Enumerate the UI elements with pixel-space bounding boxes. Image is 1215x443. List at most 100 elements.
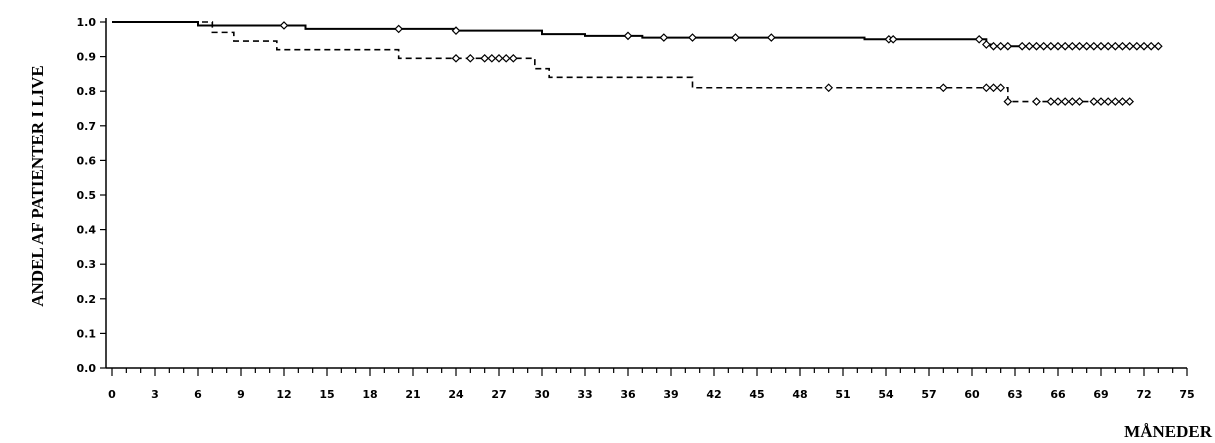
series-2-censor-mark (989, 83, 998, 93)
y-tick-label: 0.0 (77, 362, 97, 375)
series-1-censor-mark (279, 21, 289, 30)
series-2-censor-mark (938, 83, 948, 93)
series-1-censor-mark (1103, 41, 1113, 51)
series-1-censor-mark (1139, 41, 1149, 51)
series-2-censor-mark (501, 53, 511, 63)
series-2-censor-mark (1032, 97, 1041, 106)
series-2-censor-mark (996, 83, 1006, 93)
series-2-censor-mark (480, 53, 490, 63)
series-2-censor-mark (1110, 97, 1120, 106)
series-1-censor-mark (1046, 41, 1056, 51)
series-1-censor-mark (981, 40, 991, 49)
series-2-censor-mark (1118, 97, 1127, 106)
series-1-censor-mark (1146, 41, 1156, 51)
x-tick-label: 51 (835, 388, 850, 401)
series-2-censor-mark (451, 53, 461, 63)
x-tick-label: 36 (620, 388, 636, 401)
series-2-censor-mark (981, 83, 991, 93)
series-2-censor-mark (1046, 97, 1056, 106)
y-tick-label: 0.3 (77, 258, 97, 271)
series-1-censor-mark (1096, 41, 1106, 51)
series-1-censor-mark (1032, 41, 1041, 51)
x-tick-label: 45 (749, 388, 764, 401)
series-1-censor-mark (1118, 41, 1127, 51)
series-1-censor-mark (1053, 41, 1063, 51)
x-tick-label: 69 (1093, 388, 1108, 401)
series-1-censor-mark (659, 33, 669, 42)
x-tick-label: 72 (1136, 388, 1151, 401)
series-2-censor-mark (1060, 97, 1070, 106)
series-2-censor-mark (1103, 97, 1113, 106)
x-tick-label: 66 (1050, 388, 1066, 401)
x-tick-label: 57 (921, 388, 936, 401)
y-tick-label: 0.8 (77, 85, 97, 98)
x-tick-label: 42 (706, 388, 721, 401)
series-2-censor-mark (1125, 97, 1135, 106)
x-axis: 0 3 6 9 12 15 18 21 24 27 30 33 36 39 42 45 48 51 54 57 60 63… (106, 367, 1195, 401)
series-1-line (112, 21, 1159, 48)
x-tick-label: 63 (1007, 388, 1022, 401)
x-tick-label: 60 (964, 388, 980, 401)
x-tick-label: 27 (491, 388, 506, 401)
y-tick-label: 0.2 (77, 293, 97, 306)
series-2-censor-mark (508, 53, 518, 63)
series-1-censor-mark (888, 34, 898, 44)
series-2-line (112, 21, 1130, 103)
series-1-censor-mark (1017, 41, 1027, 51)
x-tick-label: 39 (663, 388, 678, 401)
y-tick-label: 0.9 (77, 51, 97, 64)
series-2-censor-mark (1096, 97, 1106, 106)
series-1-censor-mark (1082, 41, 1092, 51)
y-tick-label: 0.5 (77, 189, 97, 202)
y-axis-title: ANDEL AF PATIENTER I LIVE (28, 65, 47, 307)
y-tick-label: 0.6 (77, 154, 97, 167)
series-2-censor-mark (824, 83, 834, 93)
x-axis-title: MÅNEDER (1124, 422, 1213, 441)
series-1-censor-mark (623, 31, 633, 41)
series-1-censor-mark (766, 33, 776, 42)
y-tick-label: 0.1 (77, 327, 97, 340)
series-1-censor-mark (394, 24, 404, 34)
y-axis: 0.0 0.1 0.2 0.3 0.4 0.5 0.6 0.7 0.8 0.9 1.0 (77, 16, 107, 375)
x-tick-label: 6 (194, 388, 202, 401)
x-tick-label: 3 (151, 388, 159, 401)
y-tick-label: 1.0 (77, 16, 97, 29)
series-2-censor-mark (1067, 97, 1077, 106)
series-1-censor-mark (688, 33, 697, 42)
series-1-censor-mark (1039, 41, 1049, 51)
x-tick-label: 12 (276, 388, 291, 401)
x-tick-label: 54 (878, 388, 894, 401)
series-1-censor-mark (1003, 41, 1013, 51)
x-tick-label: 18 (362, 388, 377, 401)
series-1-censor-mark (1075, 41, 1084, 51)
series-1-censor-mark (1132, 41, 1142, 51)
series-2-censor-mark (1075, 97, 1084, 106)
x-tick-label: 24 (448, 388, 464, 401)
x-tick-label: 75 (1179, 388, 1194, 401)
series-1-censor-mark (1024, 41, 1034, 51)
series-1-censor-mark (731, 33, 740, 42)
x-tick-label: 15 (319, 388, 334, 401)
series-1-censor-mark (1067, 41, 1077, 51)
series-1-censor-mark (996, 41, 1006, 51)
series-1-censor-mark (1060, 41, 1070, 51)
series-2-censor-mark (1089, 97, 1099, 106)
x-tick-label: 0 (108, 388, 116, 401)
x-tick-label: 9 (237, 388, 245, 401)
series-1-censor-mark (451, 26, 461, 35)
series-2-censor-mark (494, 53, 504, 63)
series-1-censor-mark (974, 34, 984, 44)
series-1-censor-mark (1153, 41, 1163, 51)
series-2-censor-mark (487, 53, 497, 63)
series-1-censor-mark (1125, 41, 1135, 51)
series-layer (112, 21, 1163, 106)
series-1-censor-mark (1089, 41, 1099, 51)
x-tick-label: 33 (577, 388, 592, 401)
series-2-censor-mark (465, 53, 475, 63)
x-tick-label: 30 (534, 388, 550, 401)
series-2-censor-mark (1003, 97, 1013, 106)
y-tick-label: 0.4 (77, 224, 97, 237)
x-tick-label: 48 (792, 388, 807, 401)
series-2-censor-mark (1053, 97, 1063, 106)
